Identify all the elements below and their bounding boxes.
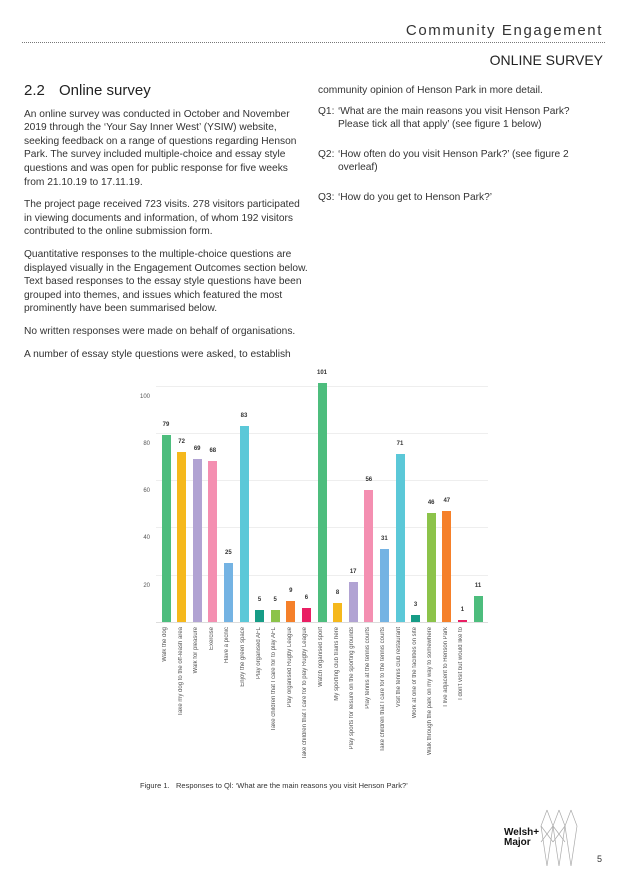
x-tick-label: Exercise <box>208 627 215 651</box>
bar <box>161 435 171 622</box>
bar <box>270 610 280 622</box>
data-label: 11 <box>474 582 482 589</box>
paragraph: No written responses were made on behalf… <box>24 325 296 337</box>
bar <box>364 489 374 622</box>
x-tick-label: Play tennis at the tennis courts <box>364 627 371 709</box>
bar <box>286 600 296 622</box>
question-text: ‘How often do you visit Henson Park?’ (s… <box>338 148 569 174</box>
question-item: Q3: ‘How do you get to Henson Park?’ <box>318 191 603 205</box>
y-tick-label: 60 <box>143 488 150 495</box>
data-label: 8 <box>335 590 340 597</box>
x-tick-label: Play organised AFL <box>255 627 262 680</box>
x-tick-label: Take children that I care for to play Ru… <box>302 627 309 760</box>
data-label: 1 <box>460 606 465 613</box>
data-label: 101 <box>316 370 327 377</box>
section-title: Online survey <box>59 82 151 99</box>
bar <box>442 510 452 622</box>
x-tick-label: Play sports for leisure on the sporting … <box>349 627 356 750</box>
caption-text: Responses to Ql: ‘What are the main reas… <box>176 781 408 790</box>
x-tick-label: Work at one of the facilities on site <box>411 627 418 719</box>
data-label: 6 <box>304 594 309 601</box>
x-tick-label: Take children that I care for to the ten… <box>380 627 387 752</box>
bar <box>395 454 405 622</box>
x-tick-label: Watch organised sport <box>318 627 324 687</box>
x-tick-label: Take my dog to the off-leash area <box>177 627 184 716</box>
bar <box>348 581 358 622</box>
x-tick-label: My sporting club trains here <box>333 627 340 701</box>
x-tick-label: Walk for pleasure <box>193 627 200 674</box>
x-tick-label: Walk through the park on my way to somew… <box>427 627 434 756</box>
paragraph: A number of essay style questions were a… <box>24 348 291 360</box>
bar <box>379 548 389 622</box>
bar <box>473 595 483 622</box>
section-heading: 2.2 Online survey <box>24 82 309 99</box>
y-tick-label: 20 <box>143 582 150 589</box>
paragraph: Quantitative responses to the multiple-c… <box>24 248 308 315</box>
data-label: 17 <box>349 568 357 575</box>
question-text: ‘What are the main reasons you visit Hen… <box>338 105 570 131</box>
bar <box>192 458 202 622</box>
bar <box>317 383 327 622</box>
data-label: 3 <box>413 601 418 608</box>
bar <box>223 562 233 622</box>
data-label: 68 <box>209 448 217 455</box>
question-item: Q1: ‘What are the main reasons you visit … <box>318 105 603 132</box>
left-column: 2.2 Online survey An online survey was co… <box>24 82 309 370</box>
question-number: Q3: <box>318 191 335 203</box>
header-title: Community Engagement <box>405 22 603 39</box>
data-label: 72 <box>178 438 185 445</box>
data-label: 5 <box>273 597 277 604</box>
bar <box>177 451 187 622</box>
bar <box>426 513 436 622</box>
bar <box>255 610 265 622</box>
bar <box>457 619 467 622</box>
data-label: 25 <box>225 549 232 556</box>
data-label: 47 <box>443 497 451 504</box>
logo-mark <box>540 809 578 867</box>
bar <box>301 607 311 622</box>
paragraph: The project page received 723 visits. 27… <box>24 199 300 238</box>
x-tick-label: Have a picnic <box>224 627 231 664</box>
data-label: 5 <box>257 597 262 604</box>
question-item: Q2: ‘How often do you visit Henson Park?’… <box>318 148 603 175</box>
figure-caption: Figure 1. Responses to Ql: ‘What are the … <box>140 781 408 790</box>
y-tick-label: 100 <box>139 393 150 400</box>
data-label: 9 <box>289 587 293 594</box>
data-label: 83 <box>240 412 248 419</box>
x-tick-label: Play organised Rugby League <box>286 627 293 708</box>
question-number: Q1: <box>318 105 335 117</box>
y-tick-label: 40 <box>143 535 150 542</box>
bar <box>411 614 421 622</box>
data-label: 56 <box>365 476 373 483</box>
x-tick-label: Enjoy the green space <box>240 627 246 687</box>
data-label: 46 <box>427 500 435 507</box>
caption-label: Figure 1. <box>140 781 170 790</box>
question-number: Q2: <box>318 148 335 160</box>
bar <box>333 603 343 622</box>
data-label: 71 <box>396 441 404 448</box>
section-number: 2.2 <box>24 82 45 99</box>
data-label: 31 <box>381 535 388 542</box>
logo-text: Welsh+ Major <box>504 827 540 848</box>
header-subtitle: ONLINE SURVEY <box>489 52 603 68</box>
bar <box>239 425 249 622</box>
data-label: 69 <box>193 445 201 452</box>
x-tick-label: Visit the tennis club restaurant <box>396 627 402 708</box>
bar <box>208 461 218 622</box>
y-tick-label: 80 <box>143 440 150 447</box>
page-number: 5 <box>597 854 603 864</box>
x-tick-label: I don't visit but would like to <box>458 627 465 700</box>
data-label: 79 <box>162 422 170 429</box>
x-axis <box>156 622 488 623</box>
paragraph: An online survey was conducted in Octobe… <box>24 108 297 188</box>
x-tick-label: Walk the dog <box>162 627 168 662</box>
header-divider <box>22 42 605 43</box>
x-tick-label: I live adjacent to Henson Park <box>442 627 449 707</box>
right-column: community opinion of Henson Park in more… <box>318 84 603 215</box>
question-text: ‘How do you get to Henson Park?’ <box>338 191 493 203</box>
paragraph: community opinion of Henson Park in more… <box>318 85 543 96</box>
x-tick-label: Take children that I care for to play AF… <box>271 627 278 732</box>
